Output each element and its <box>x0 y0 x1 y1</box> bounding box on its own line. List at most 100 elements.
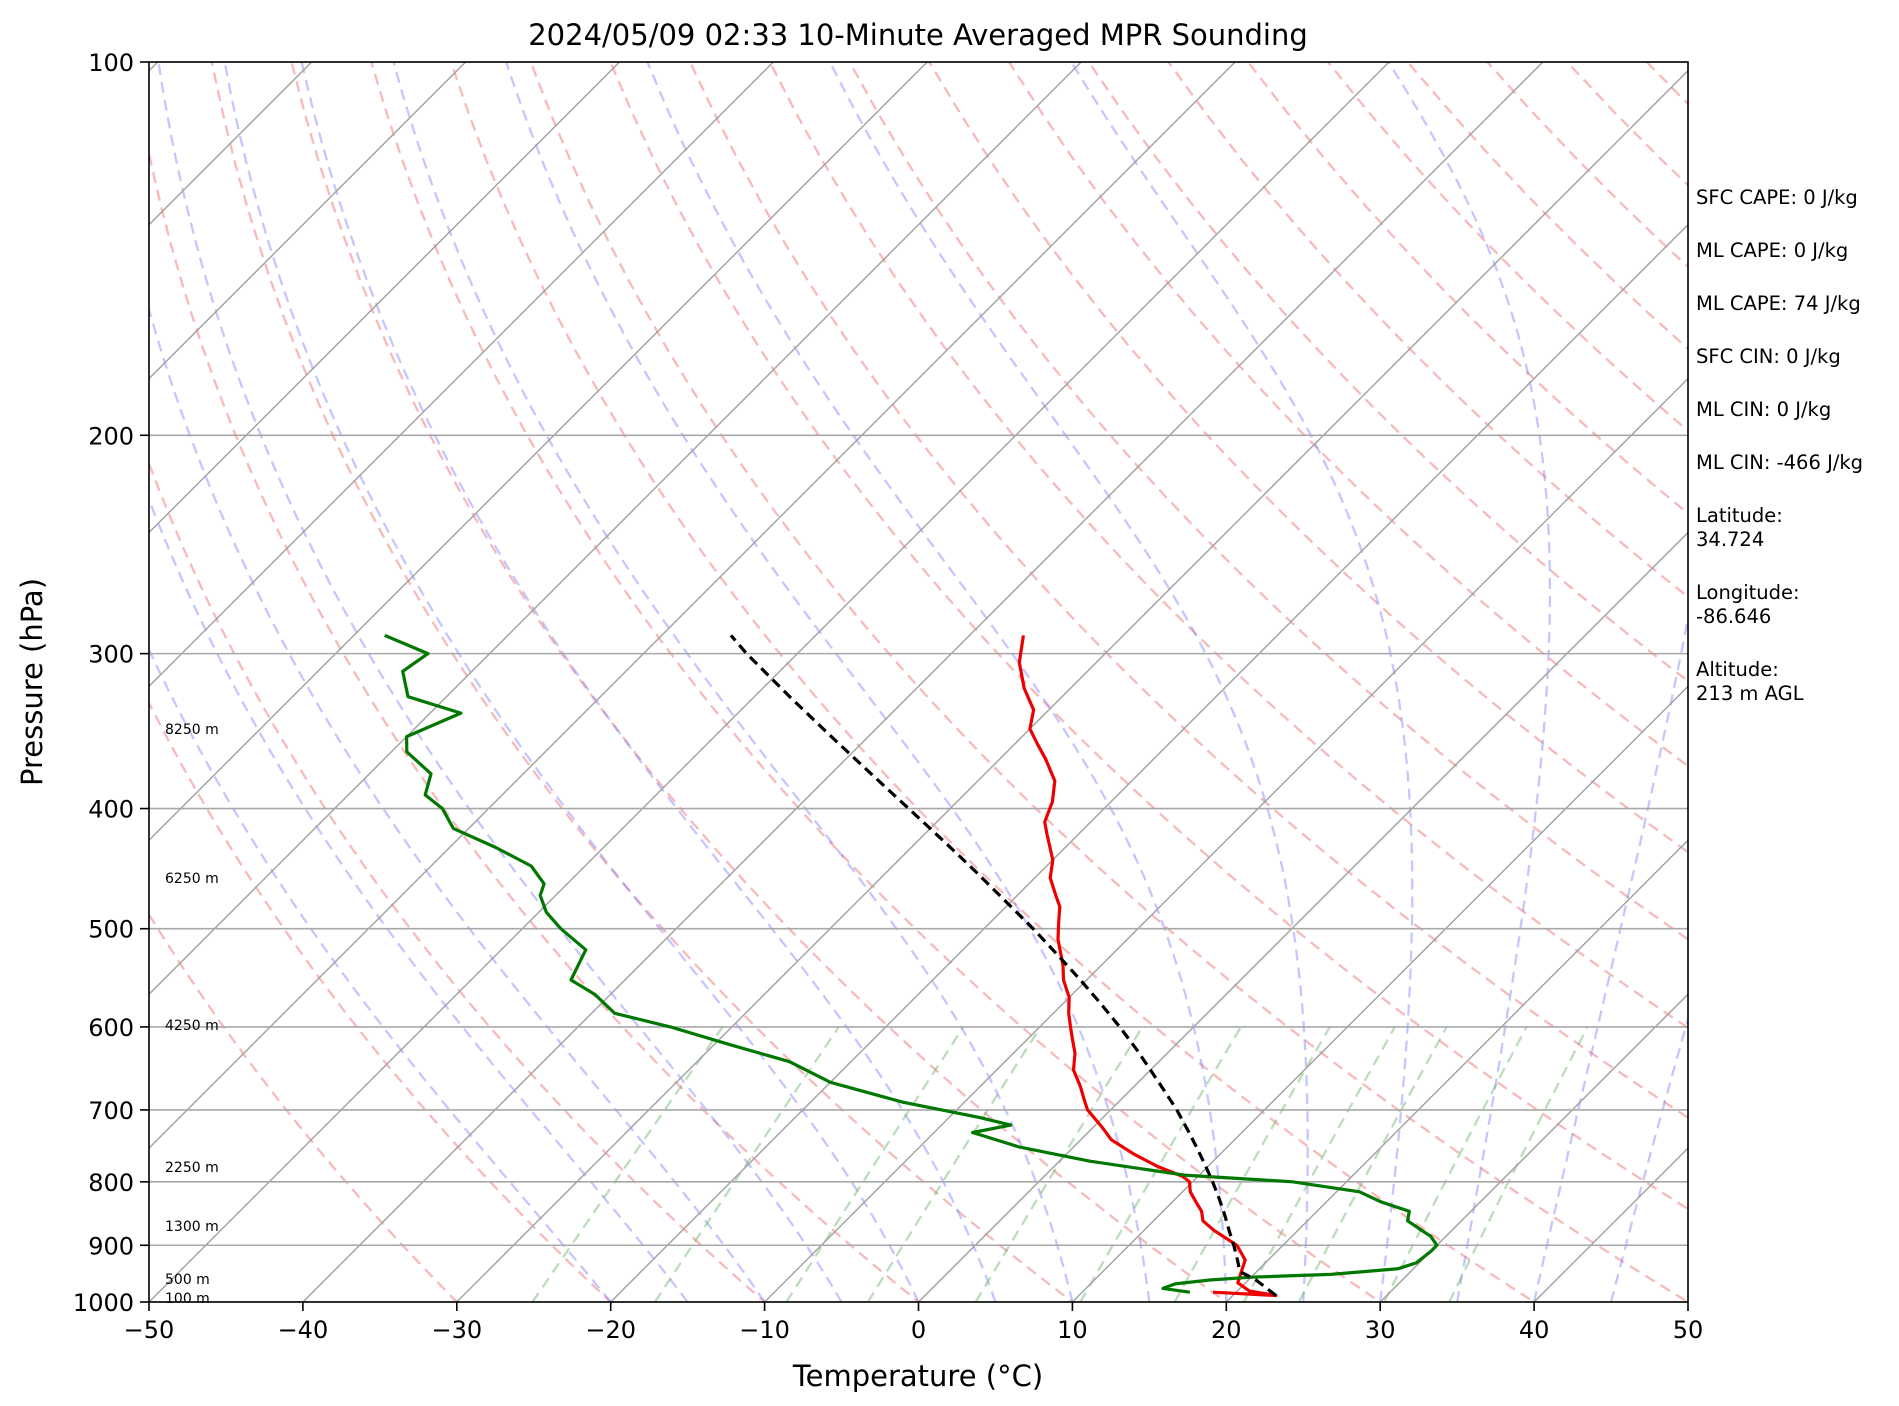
y-axis-ticks: 100 200 300 400 500 600 700 800 900 1000 <box>73 49 149 1317</box>
y-tick-label: 300 <box>88 641 134 669</box>
parameter-value: -86.646 <box>1696 605 1772 628</box>
parameter-label: SFC CAPE: 0 J/kg <box>1696 186 1858 209</box>
dry-adiabat <box>149 700 613 1302</box>
y-tick-label: 600 <box>88 1014 134 1042</box>
y-tick-label: 1000 <box>73 1289 134 1317</box>
sounding-series-line-3 <box>729 634 1277 1297</box>
background-lines <box>149 62 1688 1302</box>
dry-adiabat <box>1087 62 1688 683</box>
moist-adiabat <box>646 62 1228 1302</box>
height-label: 100 m <box>165 1291 210 1307</box>
sounding-parameter: SFC CAPE: 0 J/kg <box>1696 186 1896 210</box>
series-lines <box>384 633 1439 1298</box>
dry-adiabat <box>609 62 1688 1211</box>
x-tick-label: −50 <box>124 1316 175 1344</box>
sounding-series-line-2 <box>384 633 1439 1294</box>
chart-title: 2024/05/09 02:33 10-Minute Averaged MPR … <box>528 18 1308 52</box>
height-label: 6250 m <box>165 871 219 887</box>
sounding-parameter: ML CAPE: 0 J/kg <box>1696 239 1896 263</box>
parameter-label: ML CAPE: 74 J/kg <box>1696 292 1861 315</box>
x-tick-label: 10 <box>1057 1316 1088 1344</box>
moist-adiabat <box>1387 62 1552 1302</box>
plot-frame <box>148 61 1689 1303</box>
dry-adiabat <box>928 62 1688 854</box>
moist-adiabat <box>149 305 766 1302</box>
isotherm <box>1379 993 1688 1302</box>
moist-adiabat <box>149 496 689 1302</box>
parameter-label: ML CIN: -466 J/kg <box>1696 451 1864 474</box>
x-tick-label: 20 <box>1211 1316 1242 1344</box>
moist-adiabat <box>1609 1015 1688 1302</box>
sounding-parameter: Altitude: 213 m AGL <box>1696 658 1896 706</box>
x-tick-label: −20 <box>585 1316 636 1344</box>
isotherm <box>1225 839 1688 1302</box>
y-axis-label: Pressure (hPa) <box>15 578 49 786</box>
parameter-value: 213 m AGL <box>1696 682 1804 705</box>
sounding-parameter: ML CIN: -466 J/kg <box>1696 451 1896 475</box>
y-tick-label: 900 <box>88 1232 134 1260</box>
parameter-value: 34.724 <box>1696 528 1765 551</box>
moist-adiabat <box>828 62 1309 1302</box>
parameter-label: Longitude: <box>1696 581 1800 604</box>
parameter-label: Altitude: <box>1696 658 1779 681</box>
x-axis-label: Temperature (°C) <box>792 1359 1043 1393</box>
isotherm <box>149 62 928 842</box>
y-tick-label: 700 <box>88 1097 134 1125</box>
sounding-parameters: SFC CAPE: 0 J/kg ML CAPE: 0 J/kg ML CAPE: … <box>1696 186 1896 735</box>
x-tick-label: −10 <box>739 1316 790 1344</box>
x-tick-label: −40 <box>278 1316 329 1344</box>
y-tick-label: 100 <box>88 49 134 77</box>
y-tick-label: 800 <box>88 1169 134 1197</box>
height-labels: 8250 m 6250 m 4250 m 2250 m 1300 m 500 m 100 m <box>165 722 219 1307</box>
moist-adiabat <box>505 62 1151 1302</box>
x-tick-label: 50 <box>1673 1316 1704 1344</box>
dry-adiabat <box>149 912 459 1302</box>
sounding-parameter: Longitude: -86.646 <box>1696 581 1896 629</box>
mixing-ratio-line <box>531 1026 724 1302</box>
height-label: 1300 m <box>165 1219 219 1235</box>
parameter-label: ML CAPE: 0 J/kg <box>1696 239 1849 262</box>
moist-adiabat <box>1070 62 1414 1302</box>
x-axis-ticks: −50 −40 −30 −20 −10 0 10 20 30 40 50 <box>124 1302 1704 1344</box>
y-tick-label: 500 <box>88 916 134 944</box>
moist-adiabat <box>223 62 920 1302</box>
isotherm <box>149 62 467 380</box>
y-tick-label: 400 <box>88 796 134 824</box>
sounding-parameter: Latitude: 34.724 <box>1696 504 1896 552</box>
moist-adiabat <box>392 62 1074 1302</box>
moist-adiabat <box>1532 612 1688 1302</box>
height-label: 4250 m <box>165 1018 219 1034</box>
isotherm <box>1071 685 1688 1302</box>
y-tick-label: 200 <box>88 422 134 450</box>
dry-adiabat <box>768 62 1688 1030</box>
isotherm <box>918 531 1688 1302</box>
mixing-ratio-line <box>653 1026 840 1302</box>
dry-adiabat <box>149 147 921 1302</box>
dry-adiabat <box>149 460 767 1302</box>
moist-adiabat <box>300 62 997 1302</box>
dry-adiabat <box>848 62 1688 941</box>
isotherm <box>149 62 1390 1302</box>
height-label: 2250 m <box>165 1160 219 1176</box>
sounding-series-line-1 <box>1017 635 1278 1298</box>
parameter-label: ML CIN: 0 J/kg <box>1696 398 1832 421</box>
height-label: 500 m <box>165 1272 210 1288</box>
mixing-ratio-line <box>866 1026 1042 1302</box>
moist-adiabat <box>157 62 843 1302</box>
isotherm <box>456 69 1688 1302</box>
parameter-label: SFC CIN: 0 J/kg <box>1696 345 1841 368</box>
isotherm <box>302 62 1544 1302</box>
mixing-ratio-line <box>974 1026 1144 1302</box>
sounding-parameter: SFC CIN: 0 J/kg <box>1696 345 1896 369</box>
dry-adiabat <box>529 62 1688 1302</box>
x-tick-label: −30 <box>431 1316 482 1344</box>
sounding-parameter: ML CIN: 0 J/kg <box>1696 398 1896 422</box>
mixing-ratio-line <box>1297 1026 1448 1302</box>
isotherm <box>149 62 774 688</box>
isotherm <box>149 62 620 534</box>
dry-adiabat <box>210 62 1075 1302</box>
isotherm <box>764 377 1688 1302</box>
isotherm <box>610 223 1688 1302</box>
moist-adiabat <box>149 647 612 1302</box>
